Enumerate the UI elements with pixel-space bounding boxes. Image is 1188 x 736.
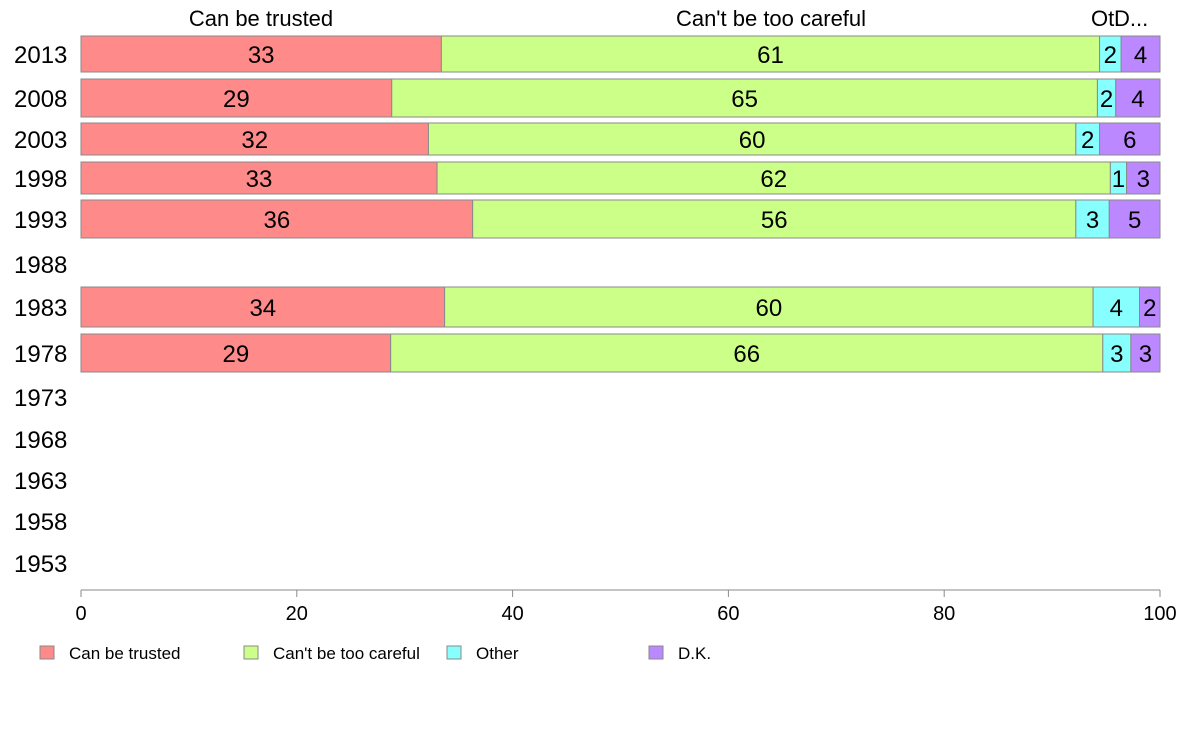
x-tick-label-1: 20 (286, 603, 308, 625)
bar-1993-series-0 (80, 199, 474, 239)
series-top-label-0: Can be trusted (189, 6, 333, 31)
legend-label-3: D.K. (678, 644, 711, 663)
bar-1978-series-1 (390, 333, 1104, 373)
year-label-1988: 1988 (14, 252, 67, 279)
value-label-2003-series-0: 32 (241, 127, 268, 154)
legend-label-1: Can't be too careful (273, 644, 420, 663)
value-label-1983-series-0: 34 (249, 295, 276, 322)
value-label-2013-series-3: 4 (1134, 42, 1147, 69)
bar-2003-series-0 (80, 122, 429, 156)
value-label-2008-series-1: 65 (731, 86, 758, 113)
bar-2013-series-0 (80, 35, 442, 73)
value-label-1993-series-2: 3 (1086, 207, 1099, 234)
x-tick-label-2: 40 (501, 603, 523, 625)
bar-1983-series-0 (80, 286, 446, 328)
legend-swatch-0 (39, 645, 55, 660)
year-label-1958: 1958 (14, 509, 67, 536)
value-label-1983-series-3: 2 (1143, 295, 1156, 322)
value-label-1983-series-1: 60 (756, 295, 783, 322)
year-label-1953: 1953 (14, 551, 67, 578)
bar-2008-series-0 (80, 78, 393, 118)
bar-2003-series-1 (427, 122, 1077, 156)
value-label-1998-series-3: 3 (1137, 166, 1150, 193)
value-label-1993-series-0: 36 (263, 207, 290, 234)
bar-1993-series-1 (472, 199, 1077, 239)
bar-2008-series-3 (1115, 78, 1161, 118)
top-labels: Can be trusted Can't be too careful Ot.D..… (189, 6, 1148, 31)
value-label-2003-series-1: 60 (739, 127, 766, 154)
year-label-2008: 2008 (14, 86, 67, 113)
legend-label-0: Can be trusted (69, 644, 181, 663)
value-label-1978-series-2: 3 (1110, 341, 1123, 368)
year-label-1978: 1978 (14, 341, 67, 368)
x-tick-label-5: 100 (1143, 603, 1176, 625)
bar-1978-series-0 (80, 333, 392, 373)
bar-1978-series-3 (1130, 333, 1161, 373)
legend-swatch-1 (243, 645, 259, 660)
value-label-1998-series-2: 1 (1112, 166, 1125, 193)
x-tick-label-0: 0 (75, 603, 86, 625)
x-axis: 0 20 40 60 80 100 (75, 589, 1177, 625)
bar-1998-series-1 (436, 161, 1111, 195)
value-label-2008-series-3: 4 (1131, 86, 1144, 113)
bar-1983-series-1 (444, 286, 1094, 328)
year-label-2013: 2013 (14, 42, 67, 69)
value-label-2003-series-3: 6 (1123, 127, 1136, 154)
value-label-1978-series-0: 29 (222, 341, 249, 368)
bar-1993-series-3 (1108, 199, 1161, 239)
bar-2013-series-3 (1120, 35, 1161, 73)
x-tick-label-3: 60 (717, 603, 739, 625)
value-label-1993-series-3: 5 (1128, 207, 1141, 234)
series-top-label-2: Ot. (1091, 6, 1120, 31)
value-label-2008-series-2: 2 (1100, 86, 1113, 113)
bar-1983-series-3 (1138, 286, 1161, 328)
value-label-2013-series-0: 33 (248, 42, 275, 69)
bar-2013-series-1 (440, 35, 1101, 73)
legend-label-2: Other (476, 644, 519, 663)
legend-swatch-3 (648, 645, 664, 660)
bar-1998-series-0 (80, 161, 438, 195)
value-label-2008-series-0: 29 (223, 86, 250, 113)
value-label-1998-series-1: 62 (760, 166, 787, 193)
value-label-1993-series-1: 56 (761, 207, 788, 234)
series-top-label-1: Can't be too careful (676, 6, 866, 31)
value-label-2013-series-2: 2 (1104, 42, 1117, 69)
value-label-1978-series-3: 3 (1139, 341, 1152, 368)
bar-1998-series-3 (1126, 161, 1161, 195)
year-labels: 2013 2008 2003 1998 1993 1988 1983 1978 1973 1968… (14, 42, 67, 578)
value-label-1983-series-2: 4 (1110, 295, 1123, 322)
bar-1978-series-2 (1102, 333, 1132, 373)
year-label-2003: 2003 (14, 127, 67, 154)
bar-2008-series-1 (391, 78, 1098, 118)
bar-1983-series-2 (1092, 286, 1140, 328)
value-label-2003-series-2: 2 (1081, 127, 1094, 154)
value-label-1978-series-1: 66 (733, 341, 760, 368)
x-tick-label-4: 80 (933, 603, 955, 625)
year-label-1968: 1968 (14, 427, 67, 454)
year-label-1963: 1963 (14, 468, 67, 495)
year-label-1998: 1998 (14, 166, 67, 193)
year-label-1973: 1973 (14, 385, 67, 412)
value-label-2013-series-1: 61 (757, 42, 784, 69)
value-label-1998-series-0: 33 (246, 166, 273, 193)
bar-2003-series-3 (1099, 122, 1161, 156)
year-label-1983: 1983 (14, 295, 67, 322)
bars: 33 61 2 429 65 2 432 60 2 633 62 1 336 56 3 534 60 4 229 66… (80, 35, 1161, 373)
year-label-1993: 1993 (14, 207, 67, 234)
legend-swatch-2 (446, 645, 462, 660)
series-top-label-3: D... (1114, 6, 1148, 31)
legend: Can be trusted Can't be too careful Other D… (39, 644, 711, 663)
